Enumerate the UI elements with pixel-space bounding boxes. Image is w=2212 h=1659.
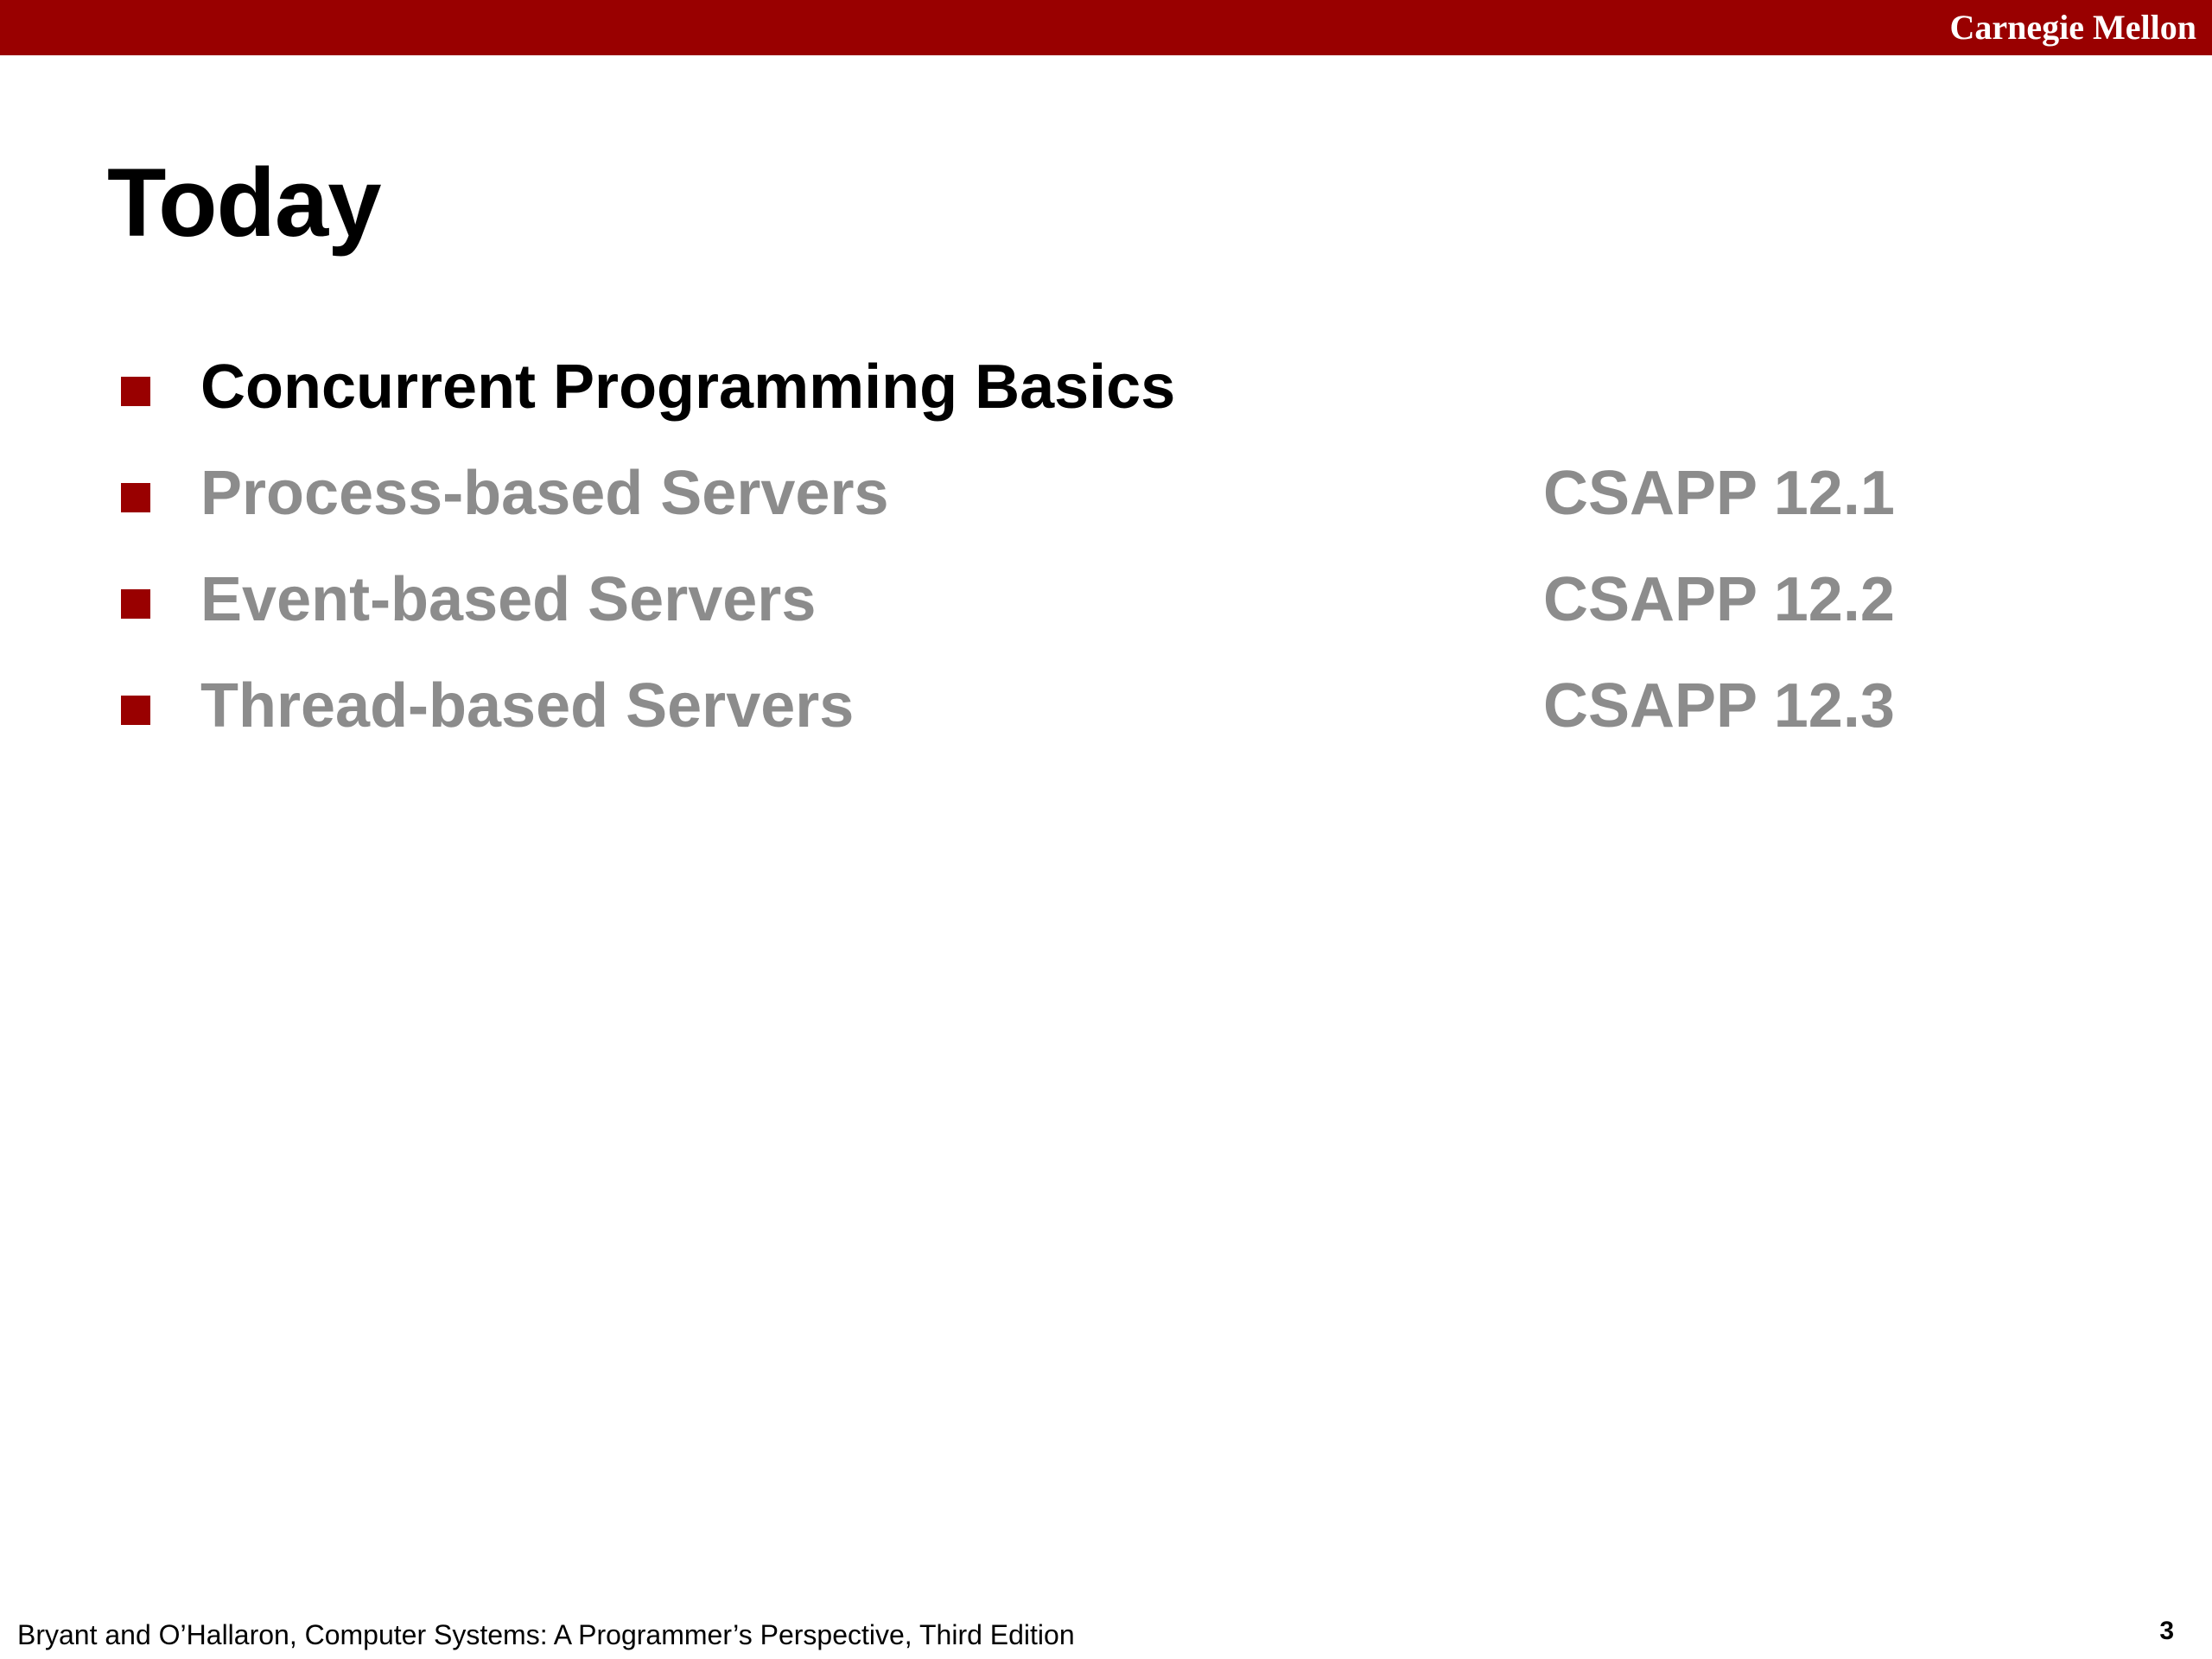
- agenda-item-label: Thread-based Servers: [200, 671, 855, 741]
- footer-citation: Bryant and O’Hallaron, Computer Systems:…: [17, 1619, 1075, 1650]
- agenda-list: Concurrent Programming Basics Process-ba…: [0, 335, 2212, 760]
- agenda-item-process-based-servers: Process-based Servers CSAPP 12.1: [0, 442, 2212, 548]
- square-bullet-icon: [121, 483, 150, 512]
- square-bullet-icon: [121, 696, 150, 725]
- agenda-item-reference: CSAPP 12.2: [1543, 565, 1895, 634]
- agenda-item-label: Process-based Servers: [200, 459, 889, 528]
- page-number: 3: [2159, 1617, 2174, 1645]
- agenda-item-thread-based-servers: Thread-based Servers CSAPP 12.3: [0, 654, 2212, 760]
- agenda-item-event-based-servers: Event-based Servers CSAPP 12.2: [0, 548, 2212, 654]
- square-bullet-icon: [121, 589, 150, 619]
- header-bar: Carnegie Mellon: [0, 0, 2212, 55]
- agenda-item-label: Concurrent Programming Basics: [200, 353, 1176, 422]
- slide-title: Today: [107, 149, 382, 257]
- square-bullet-icon: [121, 377, 150, 406]
- agenda-item-concurrent-programming-basics: Concurrent Programming Basics: [0, 335, 2212, 442]
- agenda-item-reference: CSAPP 12.1: [1543, 459, 1895, 528]
- agenda-item-label: Event-based Servers: [200, 565, 817, 634]
- agenda-item-reference: CSAPP 12.3: [1543, 671, 1895, 741]
- brand-name: Carnegie Mellon: [1949, 8, 2197, 47]
